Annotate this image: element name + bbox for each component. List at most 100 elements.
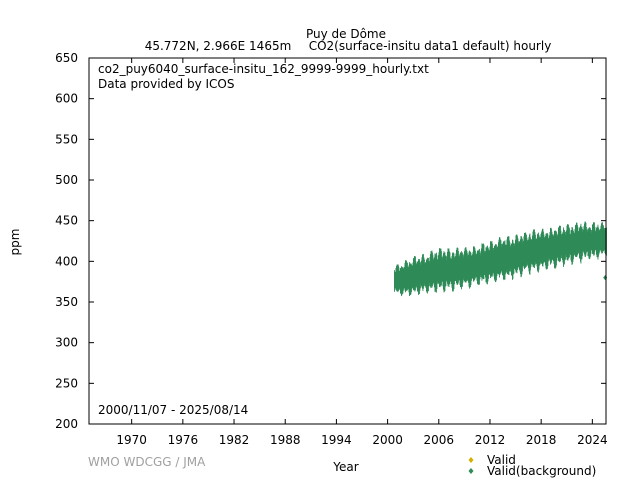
y-tick-label: 250 [55,376,78,390]
data-point-column [600,225,602,252]
data-point-column [419,261,421,291]
data-point-column [539,236,541,265]
data-point-column [502,244,504,276]
data-point-column [573,230,574,260]
data-point-column [540,238,541,262]
data-point-column [450,259,452,282]
data-point-column [524,232,526,268]
data-point-column [588,229,589,257]
data-point-column [403,268,405,289]
data-point-column [443,251,445,293]
data-point-column [603,227,605,251]
data-point-column [407,263,408,291]
data-point-column [602,222,603,254]
data-point-column [492,247,494,274]
data-point-column [415,261,417,288]
data-point-column [453,253,455,289]
ticks-layer: 200 250 300 350 400 450 500 550 600 650 1970 1976 19… [55,51,608,447]
data-point-column [599,230,601,250]
data-point-column [399,270,401,290]
data-point-column [531,240,532,265]
data-point-column [553,234,555,264]
data-point-column [499,237,501,275]
data-point-column [496,247,498,277]
data-point-column [536,239,537,264]
data-point-column [429,257,431,286]
data-point-column [537,233,539,272]
data-point-column [517,238,519,269]
data-point-column [535,239,537,263]
data-point-column [477,250,478,284]
data-point-column [441,251,442,286]
data-point-column [486,246,488,285]
data-point-column [557,233,559,258]
data-point-column [543,234,545,263]
data-point-column [505,244,506,275]
data-point-column [543,231,544,264]
data-point-column [489,246,491,275]
data-point-column [413,257,415,290]
data-point-column [432,252,433,287]
provider-annotation: Data provided by ICOS [98,77,234,91]
data-point-column [447,248,449,287]
data-point-column [404,262,406,291]
data-point-column [485,247,487,283]
data-point-column [516,234,517,272]
data-point-column [427,259,429,292]
data-point-column [572,227,573,265]
data-point-column [442,258,443,282]
data-point-column [529,233,531,275]
data-point-column [601,223,602,253]
data-point-column [403,268,404,291]
data-point-column [418,260,420,294]
data-point-column [546,233,547,270]
data-point-column [544,237,546,263]
x-tick-label: 2000 [372,433,403,447]
data-point-column [512,239,513,280]
data-point-column [459,253,461,285]
data-point-column [580,223,582,264]
data-point-column [473,246,475,282]
data-point-column [464,251,465,281]
data-point-column [521,236,522,277]
data-point-column [561,233,563,259]
data-point-column [460,252,461,288]
data-point-column [482,243,484,279]
data-point-column [563,229,565,265]
x-tick-label: 1988 [270,433,301,447]
data-point-column [587,231,588,252]
data-point-column [470,251,471,288]
data-point-column [519,241,521,272]
data-point-column [442,255,444,287]
y-tick-label: 650 [55,51,78,65]
data-point-column [459,256,460,281]
data-point-column [424,259,425,286]
y-tick-label: 200 [55,417,78,431]
data-point-column [550,227,551,265]
data-point-column [603,225,604,252]
data-point-column [571,227,573,265]
data-point-column [596,226,598,258]
data-point-column [484,250,485,275]
y-tick-label: 500 [55,173,78,187]
data-point-column [590,228,591,257]
data-point-column [486,247,487,283]
data-point-column [538,234,540,270]
y-tick-label: 400 [55,254,78,268]
data-point-column [600,228,601,251]
data-point-column [511,243,512,276]
data-point-column [438,255,439,284]
data-point-column [507,236,508,275]
data-point-column [395,267,397,290]
data-point-column [396,264,398,292]
data-point-column [430,251,432,289]
y-tick-label: 600 [55,92,78,106]
data-point-column [493,250,494,273]
data-point-column [542,228,543,267]
data-point-column [402,267,403,294]
data-point-column [584,221,586,257]
data-point-column [441,256,443,282]
data-point-column [545,233,547,269]
data-point-column [554,231,555,268]
data-point-column [541,230,543,264]
